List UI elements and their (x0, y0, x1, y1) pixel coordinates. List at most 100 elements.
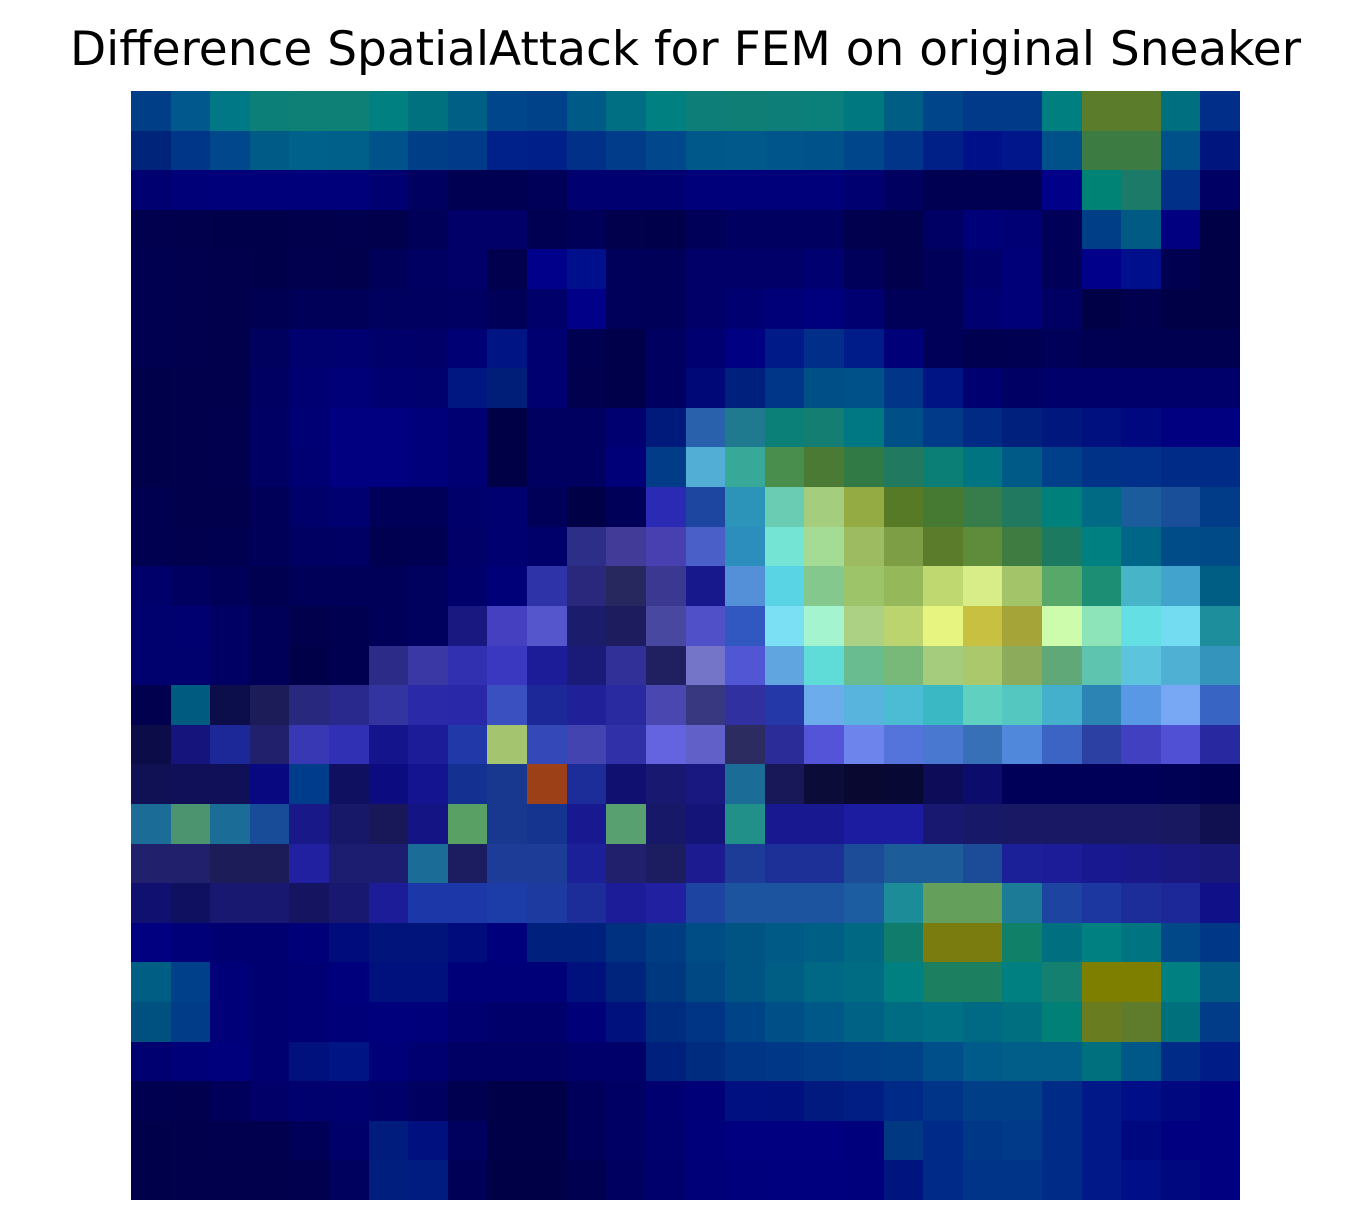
heatmap-cell-r12-c4 (289, 566, 329, 606)
heatmap-cell-r7-c24 (1082, 368, 1121, 408)
heatmap-cell-r24-c1 (171, 1042, 210, 1081)
heatmap-cell-r22-c1 (171, 962, 210, 1002)
heatmap-cell-r23-c21 (963, 1002, 1002, 1042)
heatmap-cell-r0-c16 (765, 91, 804, 131)
heatmap-cell-r5-c15 (725, 289, 765, 329)
heatmap-cell-r6-c6 (369, 329, 408, 368)
heatmap-cell-r17-c23 (1042, 764, 1082, 804)
heatmap-cell-r16-c24 (1082, 725, 1121, 764)
heatmap-cell-r8-c1 (171, 408, 210, 447)
heatmap-cell-r26-c27 (1200, 1121, 1240, 1160)
heatmap-cell-r15-c24 (1082, 685, 1121, 725)
heatmap-cell-r20-c13 (646, 883, 686, 923)
heatmap-cell-r17-c24 (1082, 764, 1121, 804)
heatmap-cell-r27-c27 (1200, 1160, 1240, 1200)
heatmap-cell-r22-c23 (1042, 962, 1082, 1002)
heatmap-cell-r7-c15 (725, 368, 765, 408)
heatmap-cell-r17-c3 (250, 764, 289, 804)
heatmap-cell-r21-c22 (1002, 923, 1042, 962)
heatmap-cell-r23-c0 (131, 1002, 171, 1042)
heatmap-cell-r3-c11 (567, 210, 606, 249)
heatmap-cell-r2-c16 (765, 170, 804, 210)
heatmap-cell-r20-c2 (210, 883, 250, 923)
heatmap-cell-r11-c24 (1082, 527, 1121, 566)
heatmap-cell-r17-c17 (804, 764, 844, 804)
heatmap-cell-r3-c15 (725, 210, 765, 249)
heatmap-cell-r15-c18 (844, 685, 884, 725)
heatmap-cell-r16-c12 (606, 725, 646, 764)
heatmap-cell-r10-c0 (131, 487, 171, 527)
heatmap-cell-r7-c26 (1161, 368, 1200, 408)
heatmap-cell-r27-c2 (210, 1160, 250, 1200)
heatmap-cell-r6-c26 (1161, 329, 1200, 368)
heatmap-cell-r17-c26 (1161, 764, 1200, 804)
heatmap-cell-r15-c0 (131, 685, 171, 725)
heatmap-cell-r19-c11 (567, 844, 606, 883)
heatmap-cell-r10-c17 (804, 487, 844, 527)
heatmap-cell-r9-c4 (289, 447, 329, 487)
heatmap-cell-r24-c12 (606, 1042, 646, 1081)
heatmap-cell-r2-c23 (1042, 170, 1082, 210)
heatmap-cell-r22-c19 (884, 962, 923, 1002)
heatmap-cell-r1-c11 (567, 131, 606, 170)
heatmap-cell-r4-c12 (606, 249, 646, 289)
heatmap-cell-r14-c27 (1200, 646, 1240, 685)
heatmap-cell-r8-c12 (606, 408, 646, 447)
heatmap-cell-r8-c25 (1121, 408, 1161, 447)
heatmap-cell-r5-c16 (765, 289, 804, 329)
heatmap-cell-r22-c15 (725, 962, 765, 1002)
heatmap-cell-r25-c0 (131, 1081, 171, 1121)
heatmap-cell-r11-c25 (1121, 527, 1161, 566)
heatmap-cell-r1-c13 (646, 131, 686, 170)
heatmap-cell-r13-c11 (567, 606, 606, 646)
heatmap-cell-r23-c3 (250, 1002, 289, 1042)
heatmap-cell-r9-c11 (567, 447, 606, 487)
heatmap-cell-r3-c2 (210, 210, 250, 249)
heatmap-cell-r21-c11 (567, 923, 606, 962)
heatmap-cell-r18-c20 (923, 804, 963, 844)
heatmap-cell-r12-c7 (408, 566, 448, 606)
heatmap-cell-r13-c14 (686, 606, 725, 646)
heatmap-cell-r9-c8 (448, 447, 487, 487)
heatmap-cell-r22-c9 (487, 962, 527, 1002)
heatmap-cell-r19-c27 (1200, 844, 1240, 883)
heatmap-cell-r0-c26 (1161, 91, 1200, 131)
heatmap-cell-r17-c14 (686, 764, 725, 804)
heatmap-cell-r17-c2 (210, 764, 250, 804)
heatmap-cell-r4-c7 (408, 249, 448, 289)
heatmap-cell-r26-c10 (527, 1121, 567, 1160)
heatmap-cell-r5-c5 (329, 289, 369, 329)
heatmap-cell-r9-c0 (131, 447, 171, 487)
heatmap-cell-r8-c13 (646, 408, 686, 447)
heatmap-cell-r6-c16 (765, 329, 804, 368)
chart-title: Difference SpatialAttack for FEM on orig… (69, 22, 1302, 77)
heatmap-cell-r18-c6 (369, 804, 408, 844)
heatmap-cell-r27-c14 (686, 1160, 725, 1200)
heatmap-cell-r7-c8 (448, 368, 487, 408)
heatmap-cell-r12-c2 (210, 566, 250, 606)
heatmap-cell-r27-c15 (725, 1160, 765, 1200)
heatmap-cell-r0-c9 (487, 91, 527, 131)
heatmap-cell-r7-c1 (171, 368, 210, 408)
heatmap-cell-r0-c23 (1042, 91, 1082, 131)
heatmap-cell-r13-c16 (765, 606, 804, 646)
heatmap-cell-r3-c1 (171, 210, 210, 249)
heatmap-cell-r23-c4 (289, 1002, 329, 1042)
heatmap-cell-r24-c4 (289, 1042, 329, 1081)
heatmap-cell-r13-c22 (1002, 606, 1042, 646)
heatmap-cell-r13-c2 (210, 606, 250, 646)
heatmap-cell-r24-c15 (725, 1042, 765, 1081)
heatmap-cell-r13-c27 (1200, 606, 1240, 646)
heatmap-cell-r3-c12 (606, 210, 646, 249)
heatmap-cell-r4-c27 (1200, 249, 1240, 289)
heatmap-cell-r11-c23 (1042, 527, 1082, 566)
heatmap-cell-r21-c9 (487, 923, 527, 962)
heatmap-cell-r10-c9 (487, 487, 527, 527)
heatmap-cell-r17-c0 (131, 764, 171, 804)
heatmap-cell-r3-c4 (289, 210, 329, 249)
heatmap-cell-r18-c5 (329, 804, 369, 844)
heatmap-cell-r23-c1 (171, 1002, 210, 1042)
heatmap-cell-r2-c19 (884, 170, 923, 210)
heatmap-cell-r6-c8 (448, 329, 487, 368)
heatmap-cell-r17-c18 (844, 764, 884, 804)
